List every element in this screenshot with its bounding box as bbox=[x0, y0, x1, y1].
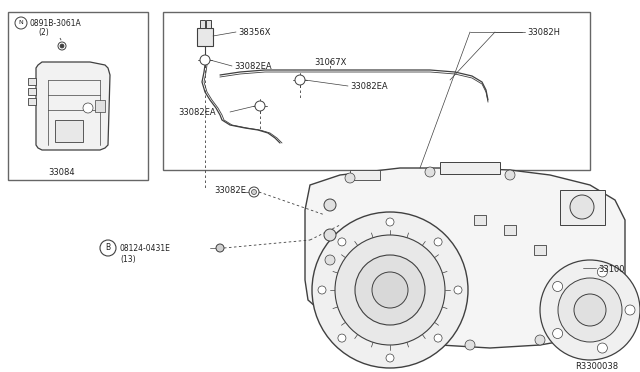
Circle shape bbox=[252, 189, 257, 195]
Bar bbox=[440, 162, 500, 174]
Bar bbox=[197, 28, 213, 46]
Circle shape bbox=[100, 240, 116, 256]
Circle shape bbox=[570, 195, 594, 219]
Circle shape bbox=[83, 103, 93, 113]
Circle shape bbox=[386, 354, 394, 362]
Text: 33082EA: 33082EA bbox=[178, 108, 216, 117]
Bar bbox=[200, 20, 205, 28]
Circle shape bbox=[625, 305, 635, 315]
Bar bbox=[95, 100, 105, 112]
Circle shape bbox=[574, 294, 606, 326]
Text: 38356X: 38356X bbox=[238, 28, 271, 37]
Bar bbox=[206, 20, 211, 28]
Circle shape bbox=[558, 278, 622, 342]
Circle shape bbox=[386, 218, 394, 226]
Bar bbox=[55, 120, 83, 142]
Bar bbox=[534, 245, 546, 255]
Circle shape bbox=[15, 17, 27, 29]
Text: 33082EA: 33082EA bbox=[350, 82, 388, 91]
Circle shape bbox=[505, 170, 515, 180]
Bar bbox=[560, 190, 605, 225]
Circle shape bbox=[535, 335, 545, 345]
Bar bbox=[28, 88, 36, 95]
Text: N: N bbox=[19, 20, 24, 26]
Text: 08124-0431E: 08124-0431E bbox=[119, 244, 170, 253]
Circle shape bbox=[434, 334, 442, 342]
Text: 0891B-3061A: 0891B-3061A bbox=[30, 19, 82, 28]
Circle shape bbox=[338, 334, 346, 342]
Circle shape bbox=[312, 212, 468, 368]
Circle shape bbox=[552, 282, 563, 292]
Circle shape bbox=[200, 55, 210, 65]
Text: 33082EA: 33082EA bbox=[234, 62, 271, 71]
Circle shape bbox=[454, 286, 462, 294]
Text: B: B bbox=[106, 244, 111, 253]
Circle shape bbox=[597, 343, 607, 353]
Circle shape bbox=[552, 328, 563, 339]
Circle shape bbox=[324, 229, 336, 241]
Circle shape bbox=[325, 255, 335, 265]
Polygon shape bbox=[305, 168, 625, 348]
Text: 31067X: 31067X bbox=[314, 58, 346, 67]
Bar bbox=[474, 215, 486, 225]
Circle shape bbox=[434, 238, 442, 246]
Bar bbox=[163, 12, 590, 170]
Circle shape bbox=[60, 44, 64, 48]
Circle shape bbox=[425, 167, 435, 177]
Polygon shape bbox=[36, 62, 110, 150]
Bar bbox=[8, 12, 148, 180]
Circle shape bbox=[345, 173, 355, 183]
Circle shape bbox=[255, 101, 265, 111]
Text: R3300038: R3300038 bbox=[575, 362, 618, 371]
Bar bbox=[504, 225, 516, 235]
Circle shape bbox=[355, 255, 425, 325]
Bar bbox=[350, 170, 380, 180]
Circle shape bbox=[372, 272, 408, 308]
Text: 33082H: 33082H bbox=[527, 28, 560, 37]
Circle shape bbox=[465, 340, 475, 350]
Circle shape bbox=[58, 42, 66, 50]
Circle shape bbox=[318, 286, 326, 294]
Text: 33082E: 33082E bbox=[214, 186, 246, 195]
Circle shape bbox=[295, 75, 305, 85]
Text: (2): (2) bbox=[38, 28, 49, 37]
Text: (13): (13) bbox=[120, 255, 136, 264]
Text: 33100: 33100 bbox=[598, 265, 625, 274]
Circle shape bbox=[540, 260, 640, 360]
Circle shape bbox=[324, 199, 336, 211]
Circle shape bbox=[335, 235, 445, 345]
Circle shape bbox=[597, 267, 607, 277]
Bar bbox=[28, 78, 36, 85]
Text: 33084: 33084 bbox=[49, 168, 76, 177]
Circle shape bbox=[338, 238, 346, 246]
Bar bbox=[28, 98, 36, 105]
Circle shape bbox=[216, 244, 224, 252]
Circle shape bbox=[249, 187, 259, 197]
